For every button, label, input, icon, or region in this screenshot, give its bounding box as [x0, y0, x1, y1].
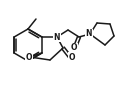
Text: N: N: [54, 32, 60, 42]
Text: O: O: [26, 52, 32, 61]
Text: N: N: [86, 29, 92, 39]
Text: O: O: [69, 52, 75, 61]
Text: O: O: [71, 43, 77, 52]
